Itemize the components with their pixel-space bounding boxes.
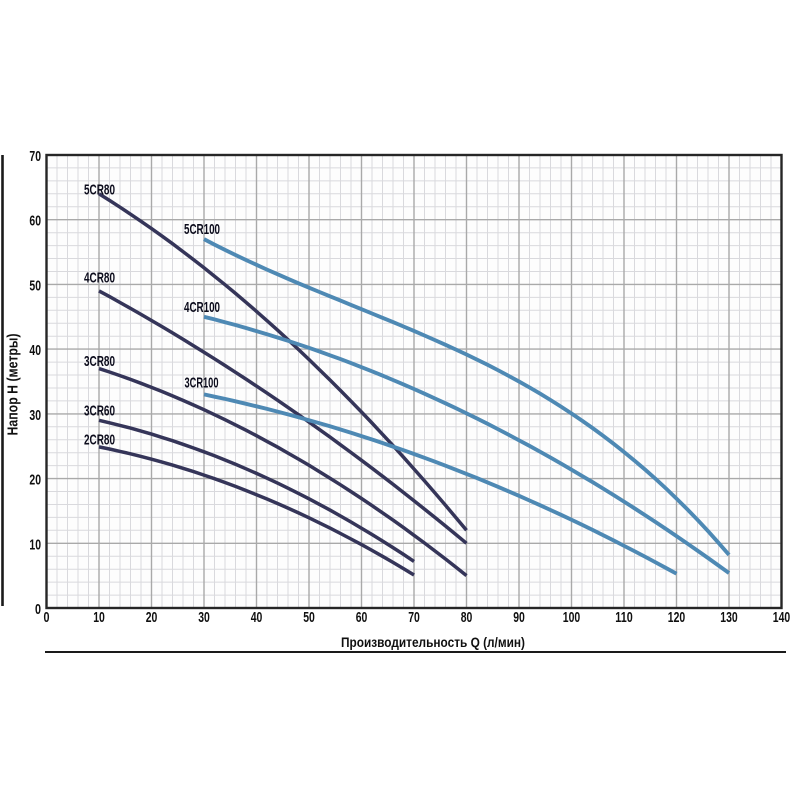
svg-text:30: 30 (198, 609, 210, 626)
svg-text:5CR100: 5CR100 (184, 221, 220, 238)
svg-text:140: 140 (773, 609, 790, 626)
svg-text:50: 50 (303, 609, 315, 626)
svg-text:40: 40 (251, 609, 263, 626)
svg-text:10: 10 (93, 609, 105, 626)
svg-text:5CR80: 5CR80 (84, 182, 115, 199)
svg-text:Напор H (метры): Напор H (метры) (5, 333, 22, 435)
svg-text:20: 20 (29, 472, 41, 489)
svg-text:100: 100 (563, 609, 580, 626)
svg-text:60: 60 (29, 213, 41, 230)
svg-text:4CR80: 4CR80 (84, 270, 115, 287)
svg-text:0: 0 (44, 609, 50, 626)
svg-text:20: 20 (146, 609, 158, 626)
svg-text:70: 70 (408, 609, 420, 626)
svg-text:30: 30 (29, 407, 41, 424)
svg-text:120: 120 (668, 609, 685, 626)
svg-text:80: 80 (461, 609, 473, 626)
svg-text:2CR80: 2CR80 (84, 432, 115, 449)
svg-text:50: 50 (29, 277, 41, 294)
svg-text:3CR60: 3CR60 (84, 403, 115, 420)
svg-text:90: 90 (513, 609, 525, 626)
svg-text:4CR100: 4CR100 (184, 299, 220, 316)
svg-text:0: 0 (35, 601, 41, 618)
svg-text:60: 60 (356, 609, 368, 626)
svg-text:40: 40 (29, 342, 41, 359)
svg-text:70: 70 (29, 148, 41, 165)
svg-text:110: 110 (615, 609, 632, 626)
svg-text:10: 10 (29, 536, 41, 553)
svg-text:3CR100: 3CR100 (185, 375, 219, 392)
svg-text:Производительность Q (л/мин): Производительность Q (л/мин) (341, 634, 525, 650)
svg-text:130: 130 (720, 609, 737, 626)
svg-text:3CR80: 3CR80 (84, 353, 115, 370)
